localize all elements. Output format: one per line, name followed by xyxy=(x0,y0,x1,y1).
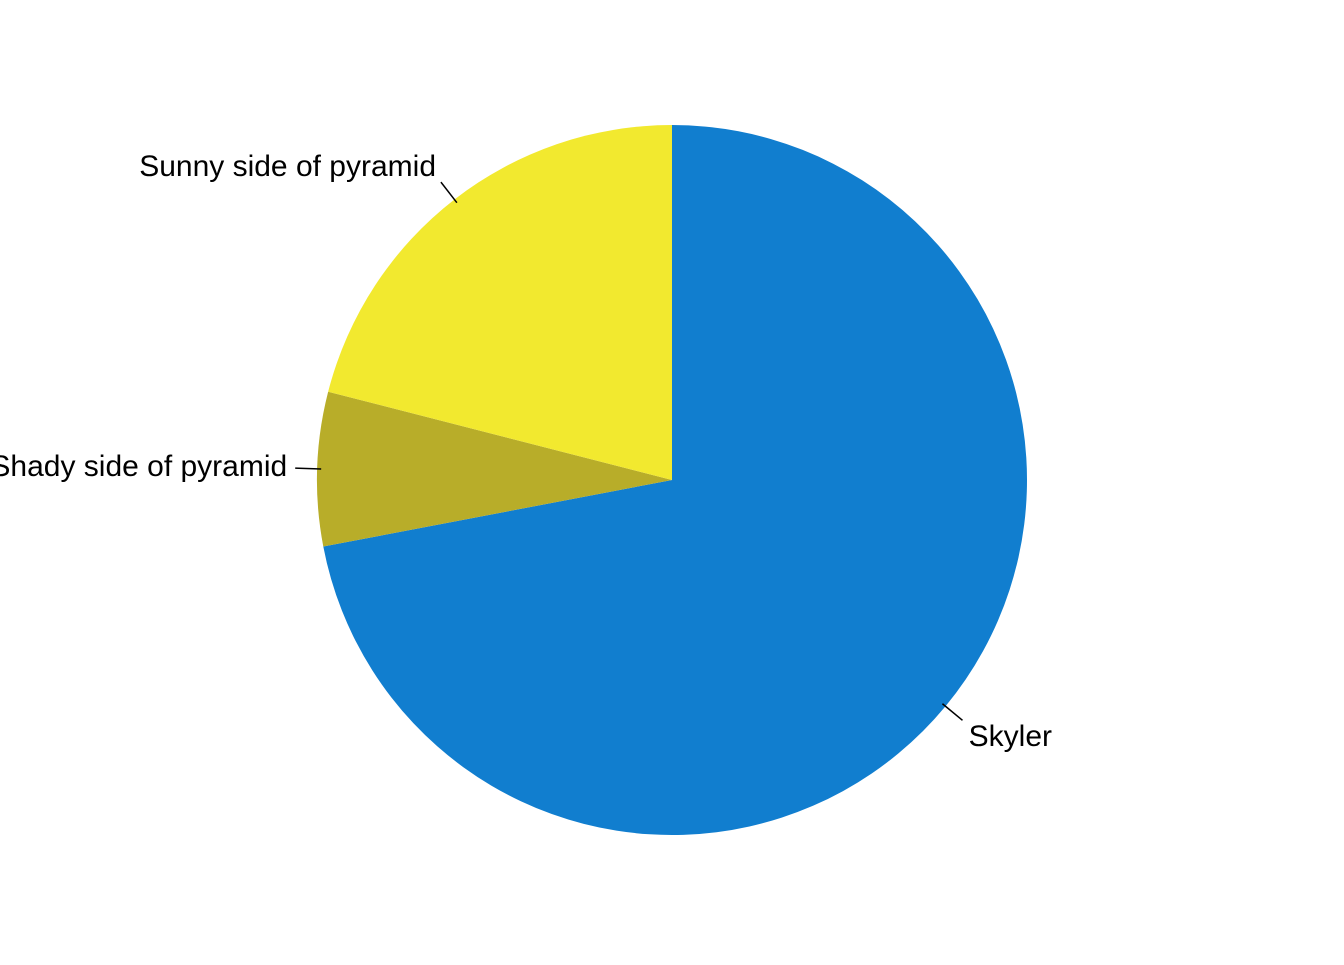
slice-label-0: Skyler xyxy=(969,720,1052,753)
slices-layer xyxy=(317,125,1028,835)
slice-label-1: Shady side of pyramid xyxy=(0,450,287,483)
pie-slice-2 xyxy=(328,125,672,480)
leader-lines-layer xyxy=(295,181,963,721)
pie-slice-1 xyxy=(317,391,672,547)
leader-line-0 xyxy=(941,703,963,721)
slice-label-2: Sunny side of pyramid xyxy=(139,150,436,183)
leader-line-2 xyxy=(440,181,458,204)
pie-slice-0 xyxy=(323,125,1028,835)
leader-line-1 xyxy=(295,467,322,470)
labels-layer: Skyler Shady side of pyramid Sunny side of… xyxy=(0,150,1052,753)
